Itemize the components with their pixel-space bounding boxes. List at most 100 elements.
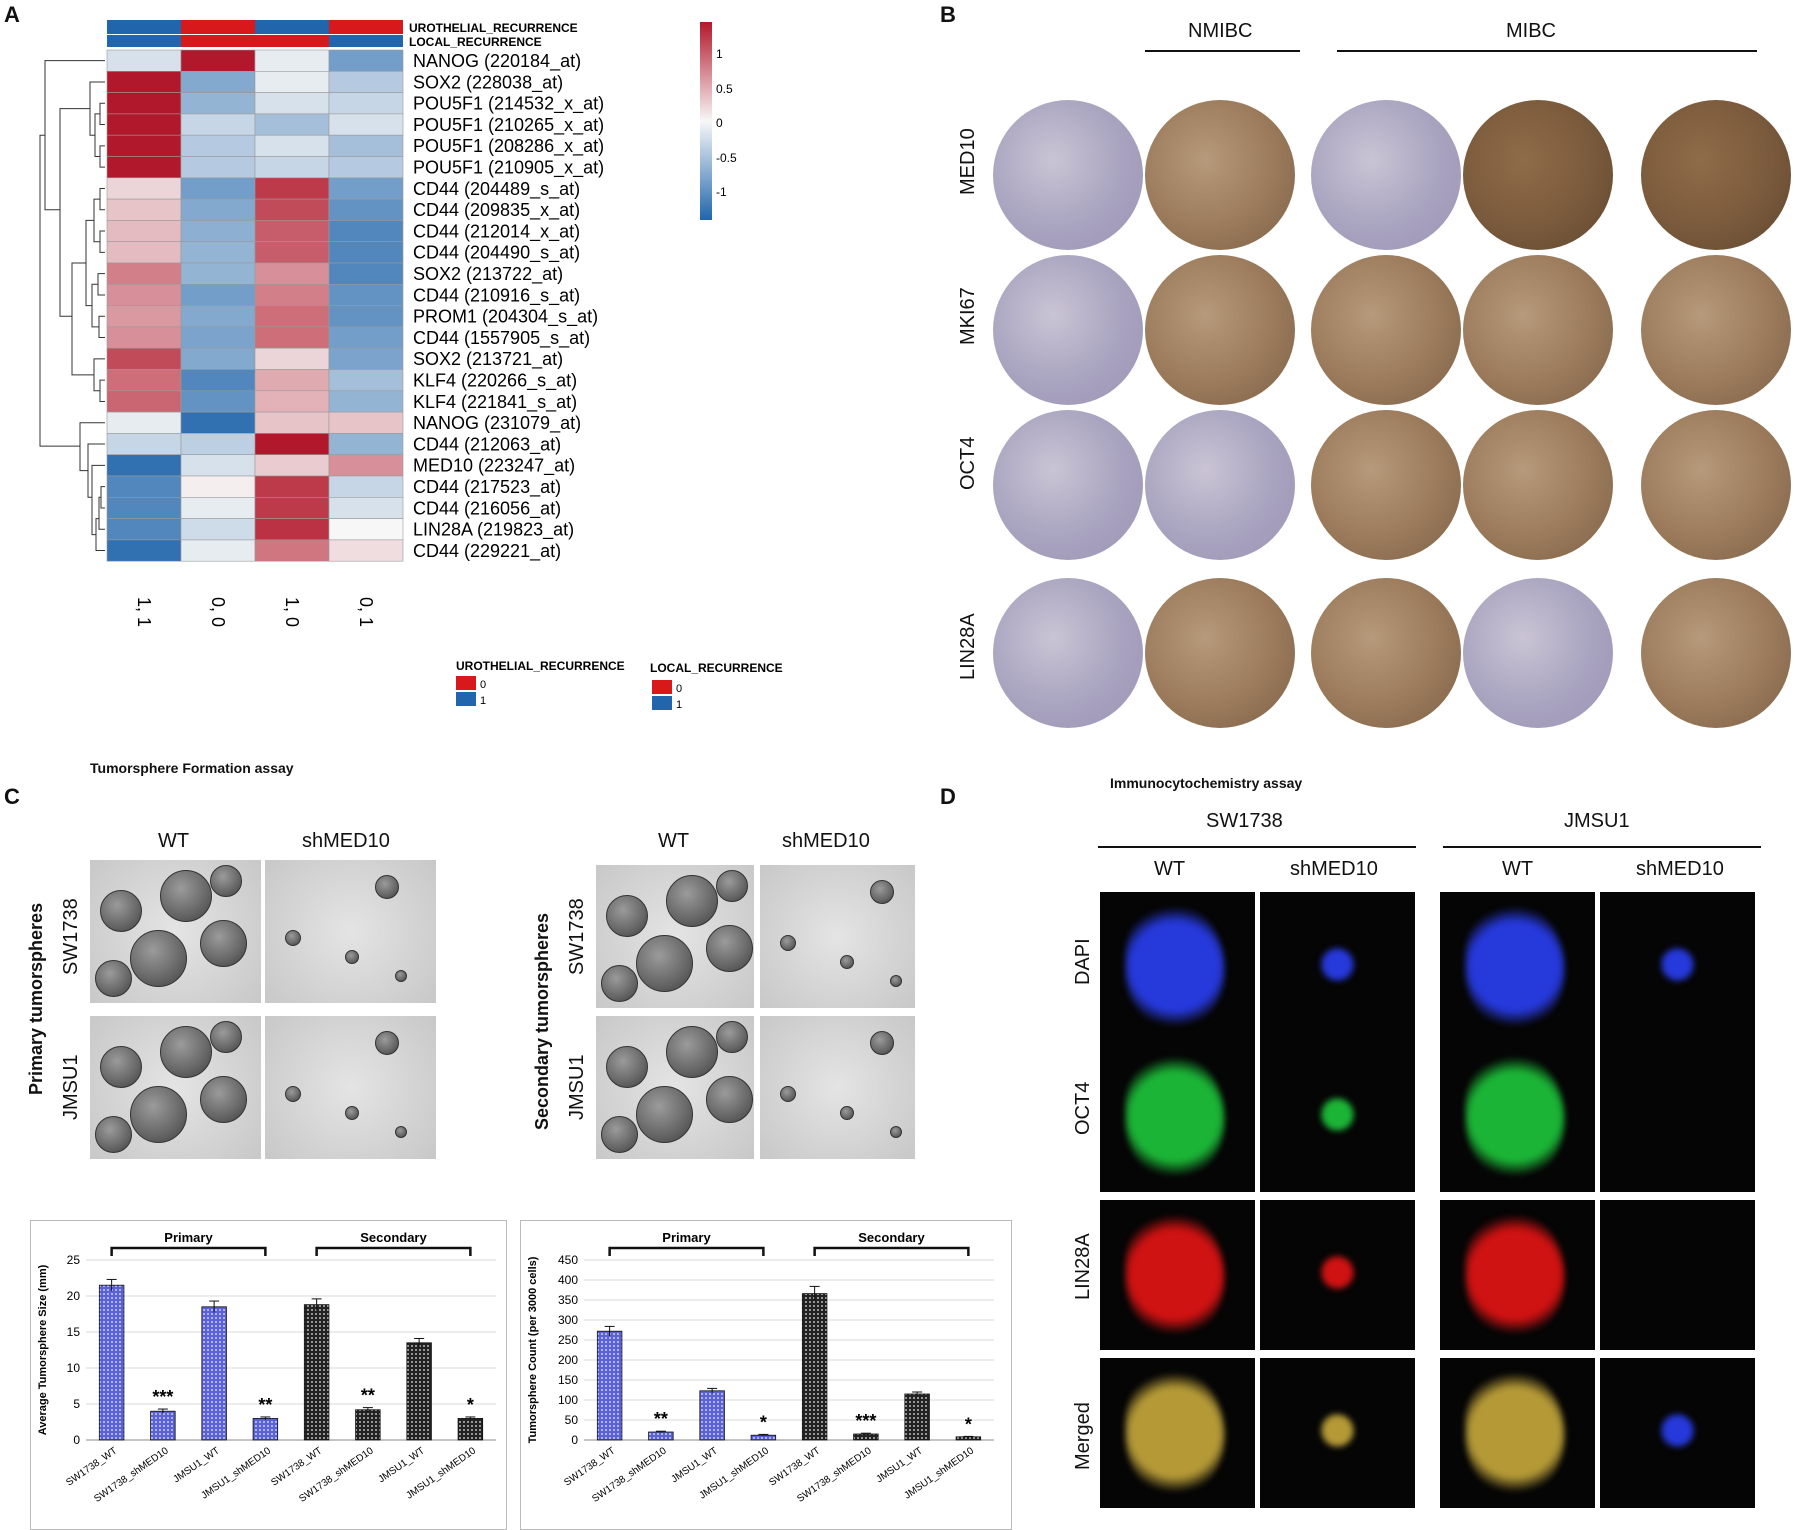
ihc-row-label-oct4: OCT4 xyxy=(957,436,979,490)
heatmap-cell xyxy=(254,305,330,328)
dendrogram-branch xyxy=(98,496,105,530)
heatmap-cell xyxy=(180,475,256,498)
icc-title: Immunocytochemistry assay xyxy=(1110,775,1303,791)
dendrogram-branch xyxy=(99,230,105,253)
ihc-tissue-core xyxy=(1145,578,1295,728)
icc-row-oct4: OCT4 xyxy=(1072,1081,1094,1135)
gene-label: CD44 (204490_s_at) xyxy=(413,243,580,264)
tumorsphere-blob xyxy=(285,930,301,946)
mibc-label: MIBC xyxy=(1506,20,1556,42)
tumorsphere-image xyxy=(760,865,915,1008)
icc-fluorescence-image xyxy=(1260,1358,1415,1508)
primary-col-wt: WT xyxy=(158,830,190,852)
heatmap-cell xyxy=(328,326,404,349)
heatmap-cell xyxy=(106,92,182,115)
icc-fluorescence-image xyxy=(1600,892,1755,1042)
ihc-tissue-core xyxy=(1641,410,1791,560)
gene-label: CD44 (217523_at) xyxy=(413,477,561,498)
bar xyxy=(955,1436,982,1441)
tumorsphere-blob xyxy=(375,875,399,899)
group-bracket xyxy=(315,1246,472,1256)
gene-label: POU5F1 (208286_x_at) xyxy=(413,136,604,157)
heatmap-cell xyxy=(180,411,256,434)
heatmap-cell xyxy=(328,220,404,242)
bar xyxy=(355,1409,381,1441)
tumorsphere-blob xyxy=(210,1021,242,1053)
heatmap-cell xyxy=(180,283,256,306)
bar xyxy=(699,1390,725,1441)
y-axis-label: Tumorsphere Count (per 3000 cells) xyxy=(527,1256,539,1443)
heatmap-cell xyxy=(106,518,182,541)
ihc-tissue-core xyxy=(1145,255,1295,405)
icc-fluorescence-image xyxy=(1600,1358,1755,1508)
gene-label: CD44 (216056_at) xyxy=(413,498,561,519)
icc-fluorescence-image xyxy=(1600,1042,1755,1192)
tumorsphere-blob xyxy=(160,1026,212,1078)
heatmap-cell xyxy=(180,454,256,477)
group-label: Secondary xyxy=(360,1230,427,1245)
gene-label: LIN28A (219823_at) xyxy=(413,520,574,541)
primary-row-jmsu1: JMSU1 xyxy=(60,1054,82,1120)
heatmap-cell xyxy=(106,134,182,157)
heatmap-cell xyxy=(328,113,404,136)
heatmap-cell xyxy=(106,305,182,328)
heatmap-cell xyxy=(180,326,256,349)
significance-mark: * xyxy=(467,1395,474,1415)
heatmap-cell xyxy=(106,198,182,221)
gene-label: CD44 (212063_at) xyxy=(413,434,561,455)
heatmap-cell xyxy=(328,198,404,221)
heatmap-cell xyxy=(106,220,182,242)
ihc-tissue-core xyxy=(1311,100,1461,250)
color-scale-tick: 1 xyxy=(716,47,723,61)
color-scale-tick: -1 xyxy=(716,185,727,199)
y-tick-label: 200 xyxy=(558,1353,578,1367)
dendrogram-branch xyxy=(71,262,94,376)
dendrogram-branch xyxy=(98,315,105,339)
panel-label-a: A xyxy=(4,2,20,27)
tumorsphere-blob xyxy=(395,1126,407,1138)
heatmap-cell xyxy=(180,92,256,115)
icc-sw-col-sh: shMED10 xyxy=(1290,858,1378,880)
heatmap-cell xyxy=(328,283,404,306)
panel-label-d: D xyxy=(940,784,956,809)
icc-fluorescence-image xyxy=(1260,1042,1415,1192)
heatmap-cell xyxy=(106,411,182,434)
secondary-side-label: Secondary tumorspheres xyxy=(532,912,552,1130)
column-label: 0, 0 xyxy=(208,597,228,627)
column-label: 0, 1 xyxy=(356,597,376,627)
ihc-tissue-core xyxy=(1463,578,1613,728)
heatmap-cell xyxy=(254,283,330,306)
icc-fluorescence-image xyxy=(1440,1358,1595,1508)
heatmap-cell xyxy=(328,71,404,93)
icc-line-sw1738-rule xyxy=(1098,846,1416,848)
heatmap-cell xyxy=(180,305,256,328)
dendrogram-branch xyxy=(97,273,105,296)
cell-cluster xyxy=(1660,947,1695,982)
tumorsphere-blob xyxy=(636,935,693,992)
icc-sw-col-wt: WT xyxy=(1154,858,1186,880)
gene-label: PROM1 (204304_s_at) xyxy=(413,307,598,328)
heatmap-cell xyxy=(254,134,330,157)
cell-cluster xyxy=(1125,1054,1225,1179)
legend-text-1: 1 xyxy=(676,699,682,711)
primary-col-sh: shMED10 xyxy=(302,830,390,852)
gene-label: SOX2 (228038_at) xyxy=(413,72,563,93)
dendrogram-branch xyxy=(93,198,100,243)
heatmap-cell xyxy=(254,539,330,562)
anno-label-urothelial: UROTHELIAL_RECURRENCE xyxy=(409,21,578,35)
significance-mark: ** xyxy=(258,1395,272,1415)
heatmap-cell xyxy=(254,411,330,434)
tumorsphere-blob xyxy=(840,955,854,969)
tumorsphere-blob xyxy=(395,970,407,982)
x-tick-label: JMSU1_WT xyxy=(874,1445,924,1485)
group-bracket xyxy=(110,1246,267,1256)
legend-text-1: 1 xyxy=(480,695,486,707)
tumorsphere-blob xyxy=(95,960,132,997)
secondary-col-wt: WT xyxy=(658,830,690,852)
ihc-tissue-core xyxy=(1463,100,1613,250)
legend-swatch-1 xyxy=(652,696,672,710)
bar xyxy=(252,1417,279,1441)
column-label: 1, 0 xyxy=(282,597,302,627)
heatmap-cell xyxy=(180,220,256,242)
heatmap-cell xyxy=(254,49,330,72)
